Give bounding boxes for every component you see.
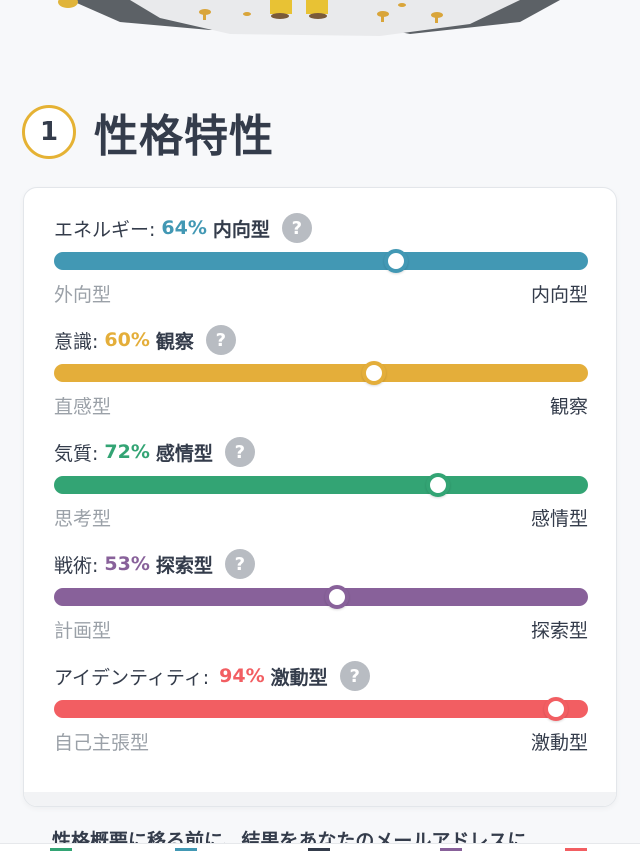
trait-knob: [426, 473, 451, 497]
trait-label: 戦術:: [54, 554, 99, 577]
trait-type: 探索型: [155, 554, 213, 577]
trait-type: 感情型: [155, 442, 213, 465]
help-icon[interactable]: ?: [339, 661, 370, 691]
trait-percent: 60%: [104, 329, 150, 351]
trait-left-label: 自己主張型: [54, 732, 150, 754]
trait-label: 意識:: [54, 330, 99, 353]
trait-left-label: 思考型: [54, 508, 112, 530]
trait-left-label: 計画型: [54, 620, 112, 642]
trait-bar: [54, 700, 588, 718]
trait-right-label: 内向型: [530, 284, 588, 306]
help-icon[interactable]: ?: [224, 437, 255, 467]
trait-percent: 94%: [219, 665, 265, 687]
trait-type: 内向型: [212, 218, 270, 241]
trait-type: 観察: [155, 330, 194, 353]
nav-icon-3[interactable]: [308, 848, 330, 855]
trait-bar: [54, 476, 588, 494]
traits-card: エネルギー: 64% 内向型 ? 外向型 内向型 意識: 60% 観察 ? 直感…: [23, 187, 617, 807]
trait-bar: [54, 364, 588, 382]
trait-percent: 64%: [161, 217, 207, 239]
nav-icon-1[interactable]: [50, 848, 72, 855]
section-heading: 1 性格特性: [22, 104, 274, 162]
trait-knob: [543, 697, 568, 721]
trait-knob: [325, 585, 350, 609]
nav-icon-5[interactable]: [565, 848, 587, 855]
trait-label: 気質:: [54, 442, 99, 465]
trait-type: 激動型: [270, 666, 328, 689]
section-title: 性格特性: [94, 111, 274, 162]
trait-knob: [362, 361, 387, 385]
trait-right-label: 探索型: [530, 620, 588, 642]
trait-percent: 53%: [104, 553, 150, 575]
trait-right-label: 観察: [549, 396, 588, 418]
help-icon[interactable]: ?: [224, 549, 255, 579]
trait-label: アイデンティティ:: [54, 666, 210, 689]
nav-icon-4[interactable]: [440, 848, 462, 855]
trait-left-label: 直感型: [54, 396, 112, 418]
hero-illustration: [0, 0, 640, 40]
trait-right-label: 激動型: [530, 732, 588, 754]
trait-percent: 72%: [104, 441, 150, 463]
card-footer: [24, 792, 616, 806]
trait-right-label: 感情型: [530, 508, 588, 530]
section-number-badge: 1: [22, 105, 76, 159]
help-icon[interactable]: ?: [205, 325, 236, 355]
trait-bar: [54, 252, 588, 270]
trait-bar: [54, 588, 588, 606]
trait-left-label: 外向型: [54, 284, 112, 306]
trait-knob: [383, 249, 408, 273]
bottom-nav: [0, 843, 640, 855]
help-icon[interactable]: ?: [281, 213, 312, 243]
nav-icon-2[interactable]: [175, 848, 197, 855]
trait-label: エネルギー:: [54, 218, 156, 241]
